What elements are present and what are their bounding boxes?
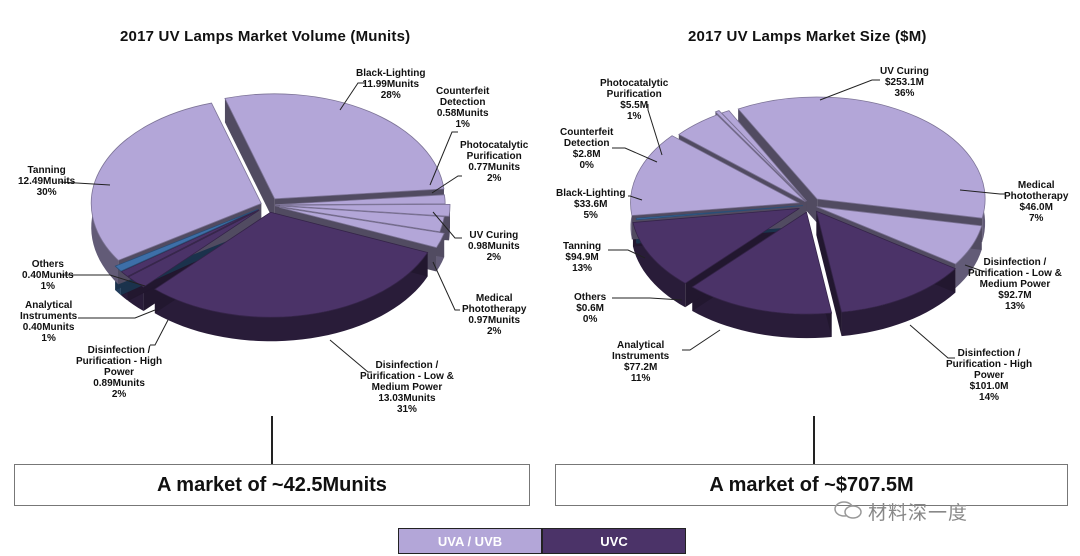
label-photocatalytic-purification-size: Photocatalytic Purification $5.5M 1% [600, 78, 669, 122]
slice-side [154, 252, 428, 342]
summary-box-volume: A market of ~42.5Munits [14, 464, 530, 506]
label-black-lighting-size: Black-Lighting $33.6M 5% [556, 188, 626, 221]
label-analytical-instruments-size: Analytical Instruments $77.2M 11% [612, 340, 670, 384]
pie-slice-medical-phototherapy [279, 206, 445, 249]
pie-slice-photocatalytic-purification [721, 110, 807, 202]
pie-size [630, 96, 986, 339]
label-counterfeit-detection-size: Counterfeit Detection $2.8M 0% [560, 127, 614, 171]
slice-edge [816, 211, 842, 337]
pie-slice-analytical-instruments [120, 209, 259, 277]
wechat-icon [834, 501, 862, 519]
summary-connector-size [813, 416, 815, 464]
label-uv-curing-size: UV Curing $253.1M 36% [880, 66, 929, 99]
label-analytical-instruments: Analytical Instruments 0.40Munits 1% [20, 300, 78, 344]
pie-slice-black-lighting [678, 114, 806, 202]
slice-side [841, 268, 956, 337]
label-disinfection-high-size: Disinfection / Purification - High Power $1… [946, 348, 1033, 403]
label-disinfection-low-medium-size: Disinfection / Purification - Low & Medium… [968, 257, 1062, 312]
summary-box-size: A market of ~$707.5M [555, 464, 1068, 506]
label-disinfection-high: Disinfection / Purification - High Power 0.… [76, 345, 163, 400]
label-counterfeit-detection: Counterfeit Detection 0.58Munits 1% [436, 86, 490, 130]
pie-slice-uv-curing [737, 96, 986, 219]
pie-volume [90, 93, 451, 342]
label-others-size: Others $0.6M 0% [574, 292, 607, 325]
label-black-lighting: Black-Lighting 11.99Munits 28% [356, 68, 426, 101]
pie-slice-disinfection-purification-high-power [691, 211, 833, 315]
label-medical-phototherapy-size: Medical Phototherapy $46.0M 7% [1004, 180, 1069, 224]
pie-slice-disinfection-purification-low-medium-power [815, 210, 957, 313]
pie-slice-tanning [630, 135, 800, 216]
legend-uvc: UVC [543, 529, 685, 553]
label-tanning-size: Tanning $94.9M 13% [563, 241, 602, 274]
leader-lines [59, 79, 1006, 373]
label-uv-curing: UV Curing 0.98Munits 2% [468, 230, 520, 263]
pie-slice-others [635, 205, 803, 221]
pie-slice-counterfeit-detection [714, 110, 805, 199]
label-medical-phototherapy: Medical Phototherapy 0.97Munits 2% [462, 293, 527, 337]
pie-slice-black-lighting [224, 93, 445, 200]
summary-connector-volume [271, 416, 273, 464]
legend: UVA / UVB UVC [398, 528, 686, 554]
pie-slice-disinfection-purification-low-medium-power [154, 211, 429, 318]
chart-title-size: 2017 UV Lamps Market Size ($M) [688, 28, 927, 45]
label-tanning: Tanning 12.49Munits 30% [18, 165, 76, 198]
label-others: Others 0.40Munits 1% [22, 259, 74, 292]
pie-slice-uv-curing [275, 205, 445, 233]
watermark: 材料深一度 [868, 503, 969, 524]
pie-slice-photocatalytic-purification [279, 203, 451, 217]
pie-slice-medical-phototherapy [816, 206, 983, 265]
slice-side [692, 286, 832, 339]
pie-slice-others [114, 208, 259, 272]
legend-uva-uvb: UVA / UVB [399, 529, 543, 553]
pie-slice-counterfeit-detection [275, 194, 446, 206]
chart-title-volume: 2017 UV Lamps Market Volume (Munits) [120, 28, 411, 45]
slice-edge [224, 98, 275, 223]
label-disinfection-low-medium: Disinfection / Purification - Low & Medium… [360, 360, 454, 415]
pie-slice-tanning [90, 102, 262, 261]
pie-slice-disinfection-purification-high-power [127, 209, 260, 288]
label-photocatalytic-purification: Photocatalytic Purification 0.77Munits 2% [460, 140, 529, 184]
pie-slice-analytical-instruments [632, 208, 800, 284]
